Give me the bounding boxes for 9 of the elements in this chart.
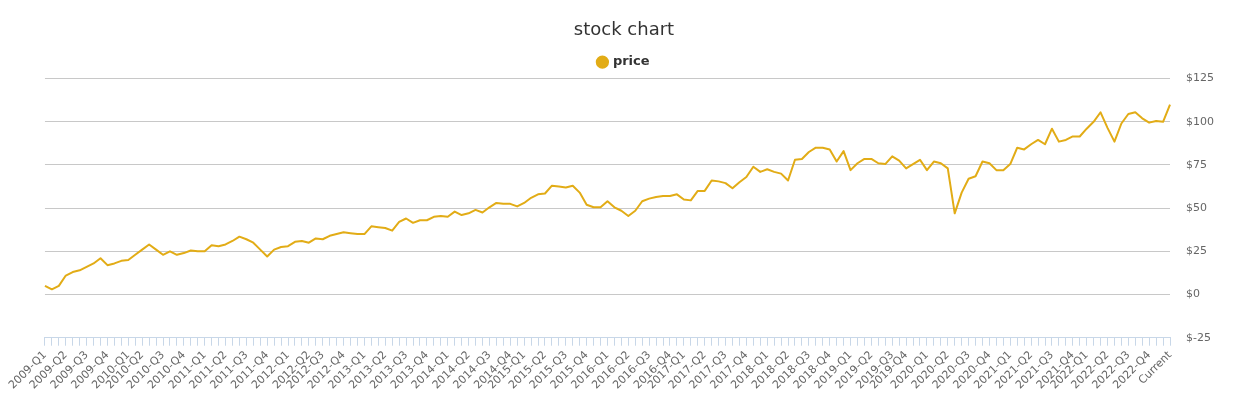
y-tick-label: $-25 [1186,330,1211,344]
y-tick-label: $0 [1186,287,1201,301]
legend-label: price [612,53,650,69]
chart-title: stock chart [573,18,675,40]
y-tick-label: $75 [1186,157,1208,171]
y-tick-label: $100 [1186,114,1215,128]
y-tick-label: $125 [1186,71,1215,85]
y-tick-label: $50 [1186,201,1208,215]
y-tick-label: $25 [1186,244,1208,258]
